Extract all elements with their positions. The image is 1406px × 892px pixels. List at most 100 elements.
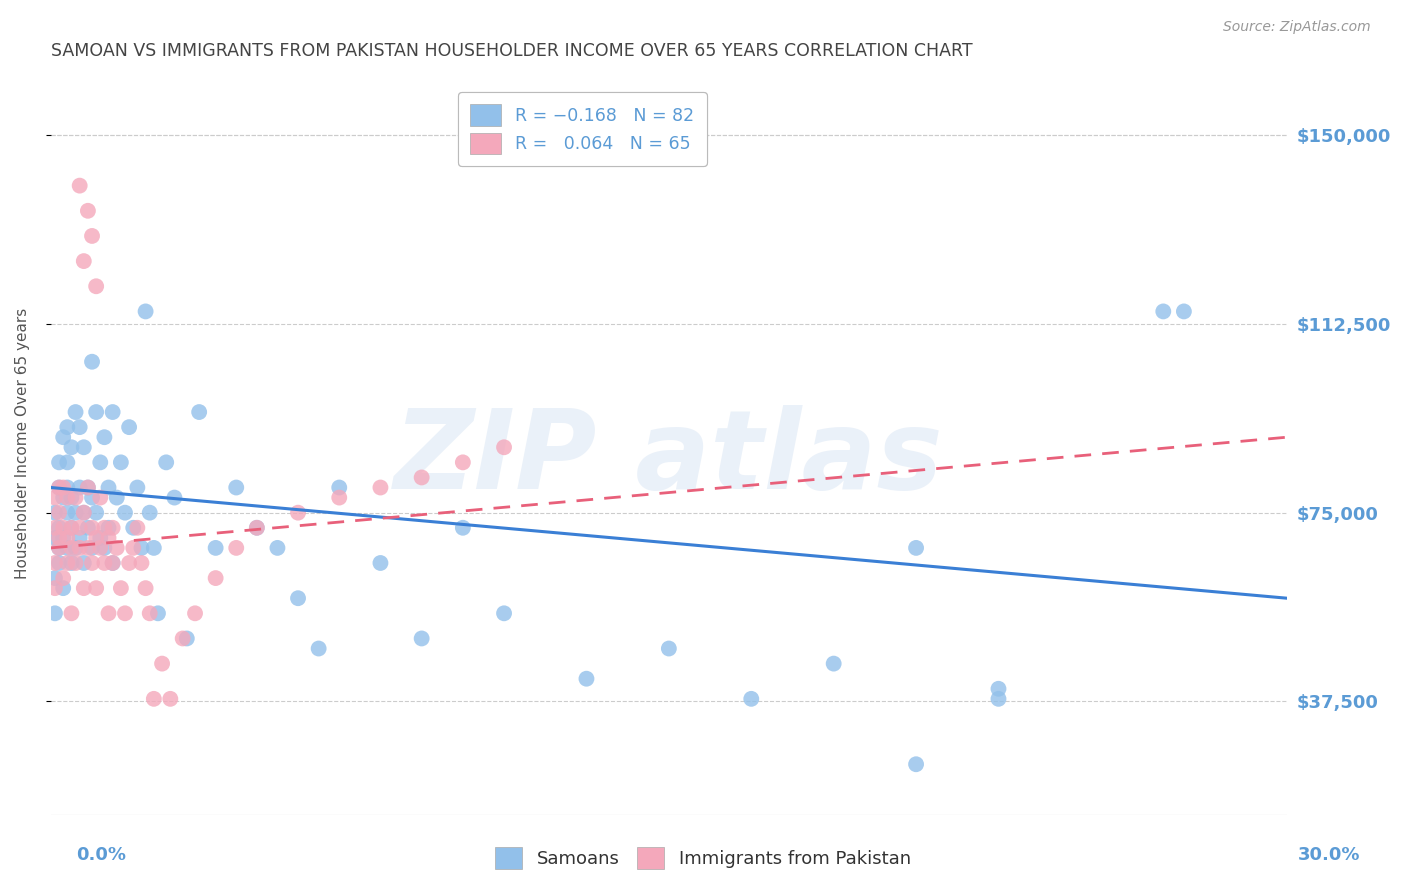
Point bbox=[84, 279, 107, 293]
Point bbox=[77, 481, 100, 495]
Point bbox=[56, 481, 79, 495]
Point bbox=[138, 607, 160, 621]
Point bbox=[93, 541, 115, 555]
Point bbox=[246, 521, 269, 535]
Point bbox=[987, 681, 1010, 696]
Point bbox=[65, 506, 87, 520]
Point bbox=[118, 420, 141, 434]
Point bbox=[138, 506, 160, 520]
Point bbox=[135, 304, 157, 318]
Point bbox=[48, 506, 70, 520]
Point bbox=[451, 455, 474, 469]
Point bbox=[89, 491, 111, 505]
Point bbox=[84, 506, 107, 520]
Point bbox=[122, 521, 145, 535]
Point bbox=[44, 571, 66, 585]
Point bbox=[56, 531, 79, 545]
Point bbox=[56, 420, 79, 434]
Text: 0.0%: 0.0% bbox=[76, 846, 127, 863]
Point bbox=[97, 481, 120, 495]
Point bbox=[101, 556, 124, 570]
Point bbox=[122, 541, 145, 555]
Point bbox=[52, 521, 75, 535]
Point bbox=[287, 506, 309, 520]
Point bbox=[69, 541, 91, 555]
Point bbox=[127, 481, 149, 495]
Point bbox=[97, 607, 120, 621]
Point bbox=[44, 531, 66, 545]
Point bbox=[56, 556, 79, 570]
Point bbox=[56, 491, 79, 505]
Point bbox=[69, 178, 91, 193]
Point bbox=[52, 430, 75, 444]
Point bbox=[740, 691, 762, 706]
Point bbox=[163, 491, 186, 505]
Point bbox=[48, 481, 70, 495]
Point bbox=[411, 470, 433, 484]
Point bbox=[77, 203, 100, 218]
Point bbox=[188, 405, 211, 419]
Point bbox=[56, 455, 79, 469]
Point bbox=[77, 541, 100, 555]
Point bbox=[60, 556, 83, 570]
Point bbox=[131, 556, 153, 570]
Point bbox=[60, 541, 83, 555]
Point bbox=[84, 581, 107, 595]
Text: ZIP atlas: ZIP atlas bbox=[394, 405, 943, 512]
Point bbox=[142, 691, 165, 706]
Point bbox=[60, 491, 83, 505]
Point bbox=[114, 506, 136, 520]
Point bbox=[105, 541, 128, 555]
Point bbox=[48, 455, 70, 469]
Point bbox=[52, 491, 75, 505]
Point bbox=[150, 657, 173, 671]
Point bbox=[225, 541, 247, 555]
Point bbox=[44, 556, 66, 570]
Point bbox=[89, 541, 111, 555]
Point bbox=[80, 355, 103, 369]
Point bbox=[48, 541, 70, 555]
Point bbox=[77, 521, 100, 535]
Point bbox=[823, 657, 845, 671]
Point bbox=[84, 531, 107, 545]
Point bbox=[494, 440, 516, 454]
Point bbox=[80, 491, 103, 505]
Point bbox=[411, 632, 433, 646]
Point bbox=[101, 521, 124, 535]
Point bbox=[48, 521, 70, 535]
Point bbox=[69, 521, 91, 535]
Point bbox=[110, 581, 132, 595]
Text: SAMOAN VS IMMIGRANTS FROM PAKISTAN HOUSEHOLDER INCOME OVER 65 YEARS CORRELATION : SAMOAN VS IMMIGRANTS FROM PAKISTAN HOUSE… bbox=[51, 42, 973, 60]
Point bbox=[69, 531, 91, 545]
Point bbox=[56, 506, 79, 520]
Point bbox=[184, 607, 207, 621]
Point bbox=[65, 405, 87, 419]
Point bbox=[308, 641, 330, 656]
Point bbox=[328, 491, 350, 505]
Point bbox=[176, 632, 198, 646]
Point bbox=[451, 521, 474, 535]
Point bbox=[204, 571, 226, 585]
Point bbox=[97, 521, 120, 535]
Point bbox=[328, 481, 350, 495]
Point bbox=[69, 481, 91, 495]
Point bbox=[127, 521, 149, 535]
Point bbox=[287, 591, 309, 606]
Text: Source: ZipAtlas.com: Source: ZipAtlas.com bbox=[1223, 20, 1371, 34]
Point bbox=[48, 531, 70, 545]
Point bbox=[52, 531, 75, 545]
Point bbox=[84, 405, 107, 419]
Point bbox=[135, 581, 157, 595]
Point bbox=[48, 481, 70, 495]
Point bbox=[69, 420, 91, 434]
Point bbox=[370, 481, 392, 495]
Point bbox=[97, 531, 120, 545]
Point bbox=[80, 229, 103, 244]
Point bbox=[1173, 304, 1195, 318]
Point bbox=[65, 556, 87, 570]
Point bbox=[80, 541, 103, 555]
Point bbox=[370, 556, 392, 570]
Point bbox=[73, 506, 96, 520]
Point bbox=[65, 491, 87, 505]
Point bbox=[80, 521, 103, 535]
